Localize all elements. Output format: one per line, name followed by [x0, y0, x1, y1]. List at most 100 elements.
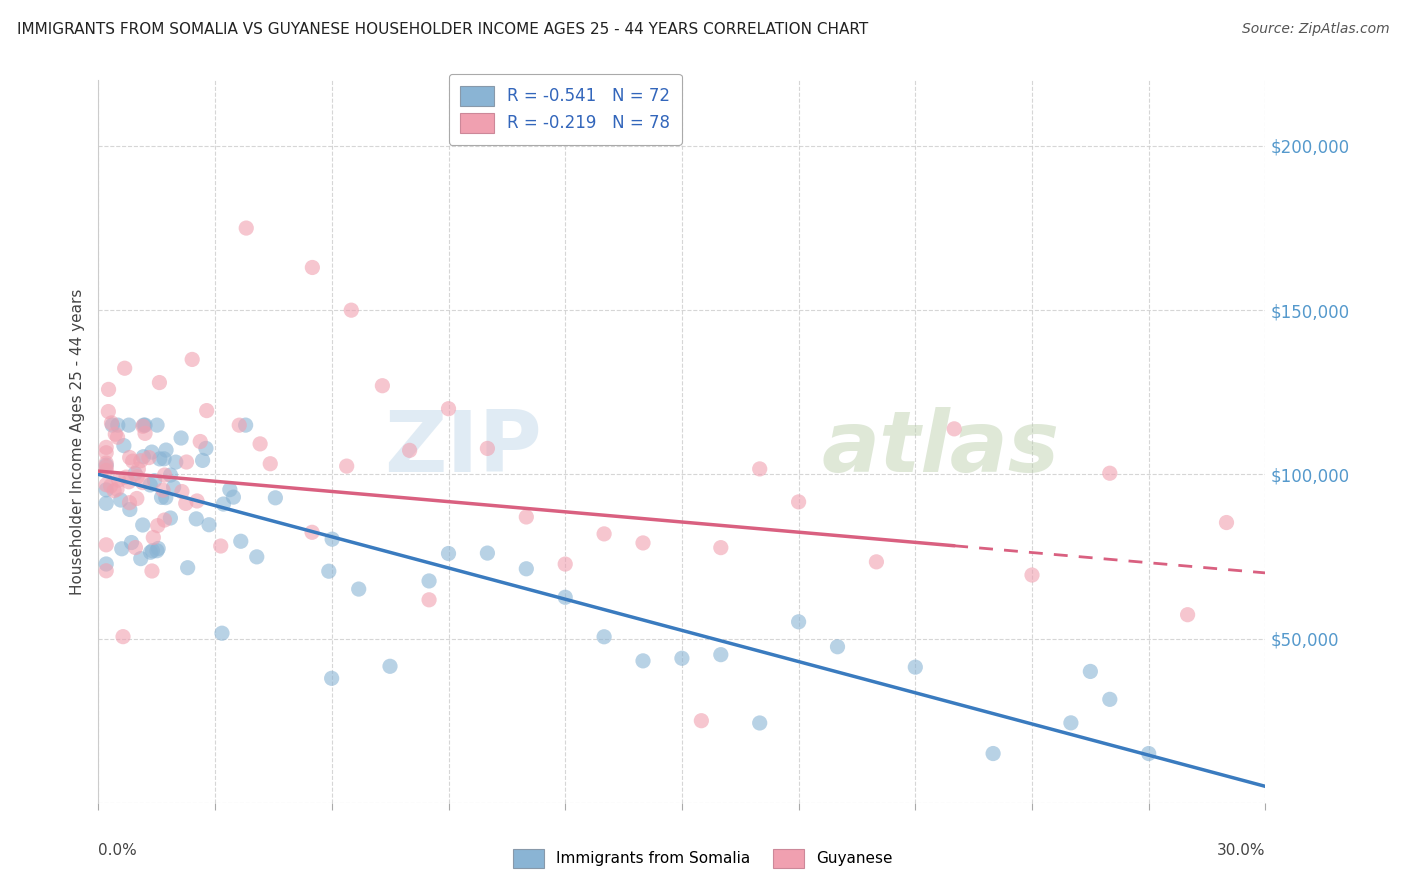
Point [748, 462, 770, 476]
Point [146, 418, 169, 433]
Point [127, 462, 149, 476]
Point [191, 453, 214, 467]
Point [97, 383, 120, 397]
Point [132, 518, 155, 533]
Point [107, 430, 129, 444]
Point [321, 532, 343, 546]
Point [96, 446, 118, 460]
Point [96, 459, 118, 474]
Point [118, 502, 141, 516]
Point [1098, 467, 1121, 481]
Point [141, 564, 163, 578]
Text: 30.0%: 30.0% [1218, 843, 1265, 857]
Point [378, 659, 401, 673]
Point [1215, 516, 1237, 530]
Text: IMMIGRANTS FROM SOMALIA VS GUYANESE HOUSEHOLDER INCOME AGES 25 - 44 YEARS CORREL: IMMIGRANTS FROM SOMALIA VS GUYANESE HOUS… [17, 22, 868, 37]
Point [218, 483, 240, 497]
Point [118, 418, 141, 433]
Text: ZIP: ZIP [384, 408, 541, 491]
Point [129, 551, 152, 566]
Point [631, 654, 654, 668]
Point [100, 416, 122, 430]
Point [264, 491, 287, 505]
Point [593, 527, 616, 541]
Point [150, 491, 173, 505]
Text: atlas: atlas [823, 408, 1060, 491]
Point [142, 531, 165, 545]
Point [827, 640, 849, 654]
Point [1177, 607, 1199, 622]
Point [710, 541, 733, 555]
Point [100, 479, 122, 493]
Point [121, 535, 143, 549]
Point [153, 451, 176, 466]
Point [211, 626, 233, 640]
Point [229, 534, 252, 549]
Point [139, 545, 162, 559]
Point [96, 538, 118, 552]
Point [195, 403, 218, 417]
Point [155, 443, 177, 458]
Point [134, 418, 156, 433]
Point [118, 450, 141, 465]
Point [194, 442, 217, 456]
Point [336, 459, 359, 474]
Point [96, 564, 118, 578]
Point [748, 716, 770, 731]
Point [146, 518, 169, 533]
Point [114, 361, 136, 376]
Point [418, 574, 440, 588]
Point [398, 443, 420, 458]
Point [1060, 715, 1083, 730]
Point [125, 491, 148, 506]
Point [110, 493, 132, 508]
Point [153, 513, 176, 527]
Point [96, 557, 118, 571]
Point [96, 458, 118, 473]
Point [101, 418, 124, 433]
Point [198, 517, 221, 532]
Legend: Immigrants from Somalia, Guyanese: Immigrants from Somalia, Guyanese [508, 843, 898, 873]
Point [132, 418, 155, 433]
Point [112, 439, 135, 453]
Point [1080, 665, 1102, 679]
Point [181, 352, 204, 367]
Point [690, 714, 713, 728]
Point [437, 547, 460, 561]
Point [174, 496, 197, 510]
Point [515, 510, 537, 524]
Point [340, 303, 363, 318]
Point [212, 497, 235, 511]
Point [904, 660, 927, 674]
Point [186, 494, 208, 508]
Point [176, 455, 198, 469]
Point [159, 468, 181, 483]
Point [118, 496, 141, 510]
Point [146, 543, 169, 558]
Point [981, 747, 1004, 761]
Point [155, 491, 177, 505]
Point [96, 496, 118, 510]
Point [111, 541, 134, 556]
Point [1098, 692, 1121, 706]
Point [104, 427, 127, 442]
Point [222, 490, 245, 504]
Point [787, 495, 810, 509]
Point [134, 426, 156, 441]
Point [162, 480, 184, 494]
Point [437, 401, 460, 416]
Point [149, 451, 172, 466]
Point [131, 475, 153, 490]
Point [631, 536, 654, 550]
Point [371, 378, 394, 392]
Point [249, 437, 271, 451]
Legend: R = -0.541   N = 72, R = -0.219   N = 78: R = -0.541 N = 72, R = -0.219 N = 78 [449, 74, 682, 145]
Point [96, 463, 118, 477]
Point [97, 404, 120, 418]
Point [301, 260, 323, 275]
Point [153, 468, 176, 483]
Point [235, 418, 257, 433]
Point [593, 630, 616, 644]
Text: 0.0%: 0.0% [98, 843, 138, 857]
Point [96, 477, 118, 491]
